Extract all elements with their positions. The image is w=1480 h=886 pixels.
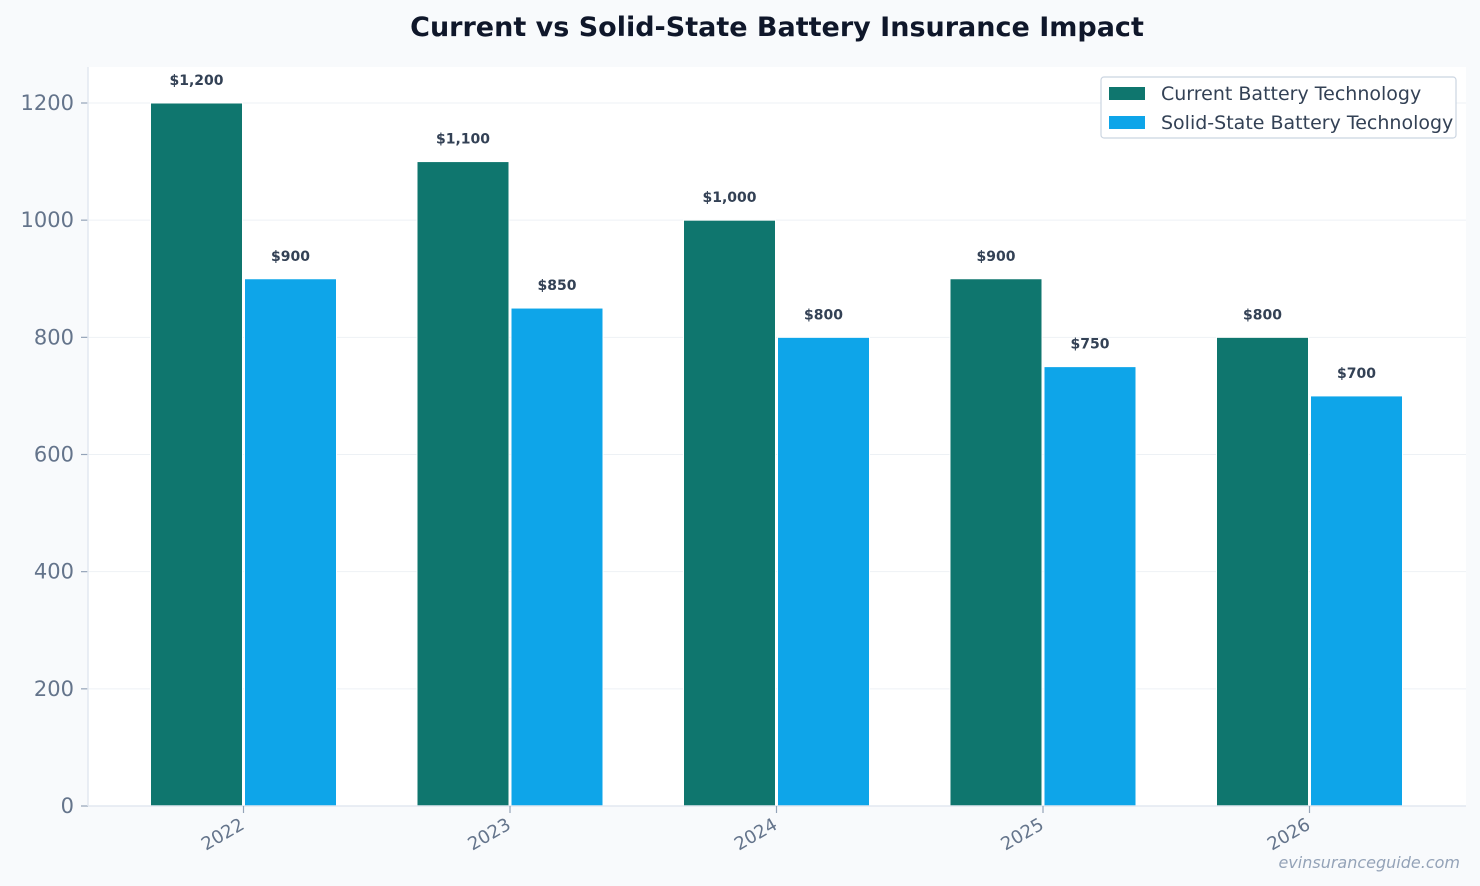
x-tick-label-2024: 2024	[731, 814, 781, 855]
legend-label-current: Current Battery Technology	[1161, 83, 1421, 105]
x-tick-label-2023: 2023	[464, 814, 514, 855]
legend-swatch-current	[1109, 87, 1145, 100]
legend: Current Battery Technology Solid-State Ba…	[1100, 76, 1457, 139]
data-label-solid-state-2022: $900	[271, 249, 310, 265]
data-label-current-2023: $1,100	[436, 132, 490, 148]
y-tick-label-1200: 1200	[21, 91, 74, 115]
data-label-current-2022: $1,200	[169, 73, 223, 89]
data-label-current-2026: $800	[1243, 307, 1282, 323]
legend-box	[1100, 76, 1457, 139]
y-tick-label-1000: 1000	[21, 208, 74, 232]
x-tick-label-2022: 2022	[198, 814, 248, 855]
data-label-solid-state-2026: $700	[1337, 366, 1376, 382]
data-label-solid-state-2023: $850	[538, 278, 577, 294]
data-label-solid-state-2024: $800	[804, 307, 843, 323]
bar-current-2022	[150, 102, 243, 807]
bar-current-2024	[683, 219, 776, 807]
y-tick-label-0: 0	[61, 794, 74, 818]
bar-current-2025	[949, 278, 1043, 807]
data-label-current-2025: $900	[977, 249, 1016, 265]
bars: $1,200 $900 $1,100 $850 $1,000 $800 $900 $750 $8…	[150, 73, 1403, 807]
y-tick-label-200: 200	[34, 677, 74, 701]
bar-solid-state-2022	[244, 278, 337, 807]
watermark: evinsuranceguide.com	[1278, 853, 1460, 872]
legend-swatch-solid-state	[1109, 116, 1145, 129]
x-tick-label-2025: 2025	[997, 814, 1047, 855]
chart-title: Current vs Solid-State Battery Insurance…	[410, 12, 1144, 43]
x-tick-label-2026: 2026	[1264, 814, 1314, 855]
bar-solid-state-2026	[1310, 395, 1403, 807]
legend-label-solid-state: Solid-State Battery Technology	[1161, 112, 1453, 134]
bar-current-2026	[1216, 336, 1309, 807]
y-tick-label-600: 600	[34, 443, 74, 467]
y-tick-label-400: 400	[34, 560, 74, 584]
bar-solid-state-2025	[1043, 366, 1137, 807]
bar-solid-state-2024	[777, 336, 870, 807]
data-label-solid-state-2025: $750	[1071, 337, 1110, 353]
data-label-current-2024: $1,000	[702, 190, 756, 206]
y-tick-label-800: 800	[34, 325, 74, 349]
bar-solid-state-2023	[510, 307, 604, 807]
bar-current-2023	[416, 161, 510, 807]
